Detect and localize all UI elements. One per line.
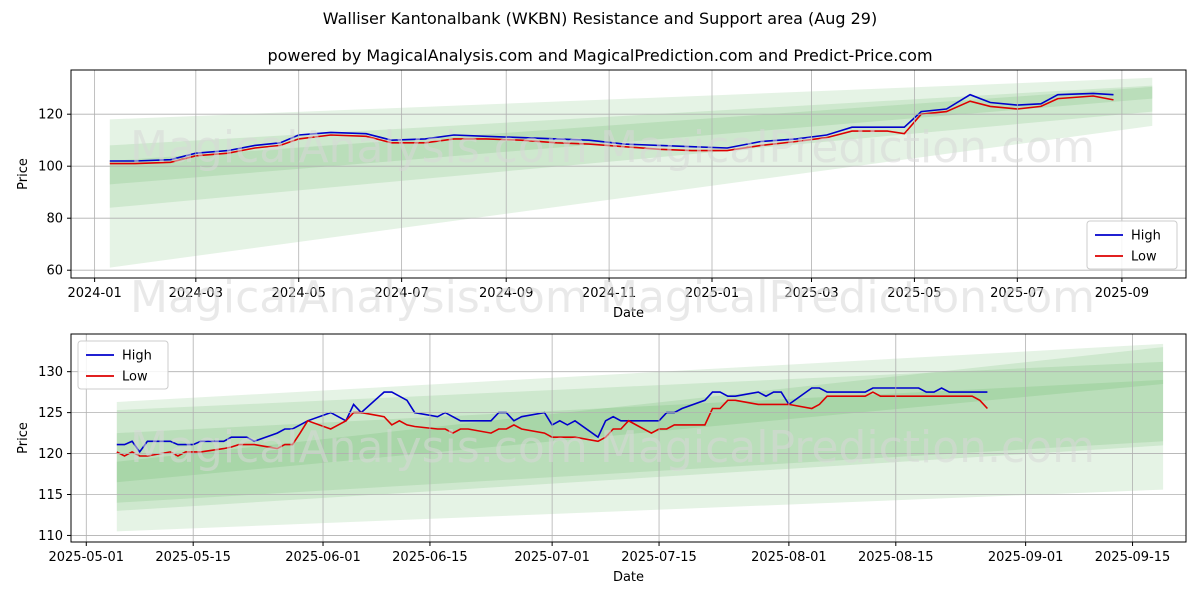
support-resistance-band — [116, 361, 1164, 511]
support-resistance-band — [116, 379, 1164, 483]
legend-label-high: High — [122, 349, 152, 364]
plot-frame — [70, 69, 1187, 279]
legend-box — [1086, 220, 1178, 270]
x-tick-label: 2025-06-15 — [392, 550, 468, 565]
x-tick-label: 2024-11 — [582, 286, 636, 301]
watermark-text: MagicalPrediction.com — [600, 122, 1095, 173]
y-axis-label: Price — [16, 158, 31, 190]
y-tick-label: 125 — [38, 406, 63, 421]
x-axis-label: Date — [613, 306, 644, 321]
chart-panel-2: 2025-05-01 2025-05-15 2025-06-01 2025-06-15… — [16, 333, 1187, 585]
x-tick-label: 2024-09 — [479, 286, 533, 301]
x-tick-label: 2025-07 — [990, 286, 1044, 301]
x-tick-label: 2025-06-01 — [285, 550, 361, 565]
x-tick-label: 2025-08-01 — [751, 550, 827, 565]
chart-title: Walliser Kantonalbank (WKBN) Resistance … — [322, 9, 878, 28]
legend-label-low: Low — [1131, 250, 1157, 265]
legend-label-high: High — [1131, 229, 1161, 244]
x-tick-label: 2025-07-01 — [514, 550, 590, 565]
y-tick-label: 120 — [38, 447, 63, 462]
x-tick-label: 2025-07-15 — [621, 550, 697, 565]
x-tick-label: 2024-01 — [67, 286, 121, 301]
support-resistance-band — [116, 343, 1164, 532]
watermark-text: MagicalAnalysis.com — [130, 422, 588, 473]
support-resistance-band — [109, 77, 1153, 268]
chart-subtitle: powered by MagicalAnalysis.com and Magic… — [267, 46, 933, 65]
watermark-text: MagicalAnalysis.com — [130, 272, 588, 323]
x-tick-label: 2024-07 — [374, 286, 428, 301]
y-axis-label: Price — [16, 422, 31, 454]
legend: High Low — [77, 340, 169, 390]
plot-area — [116, 343, 1164, 532]
x-tick-label: 2024-03 — [169, 286, 223, 301]
x-tick-label: 2025-05-15 — [155, 550, 231, 565]
chart-panel-1: 2024-01 2024-03 2024-05 2024-07 2024-09 2024-… — [16, 69, 1187, 321]
series-line-low — [109, 95, 1114, 165]
legend-label-low: Low — [122, 370, 148, 385]
x-tick-label: 2025-05 — [887, 286, 941, 301]
x-tick-label: 2025-09-15 — [1095, 550, 1171, 565]
watermark-text: MagicalPrediction.com — [600, 272, 1095, 323]
y-tick-label: 110 — [38, 529, 63, 544]
y-tick-label: 115 — [38, 488, 63, 503]
x-tick-label: 2024-05 — [272, 286, 326, 301]
series-line-high — [109, 92, 1114, 162]
watermark-text: MagicalAnalysis.com — [130, 122, 588, 173]
plot-frame — [70, 333, 1187, 543]
y-tick-label: 130 — [38, 365, 63, 380]
y-tick-label: 120 — [38, 108, 63, 123]
x-tick-label: 2025-05-01 — [48, 550, 124, 565]
x-tick-label: 2025-01 — [685, 286, 739, 301]
x-tick-label: 2025-09 — [1095, 286, 1149, 301]
plot-area — [109, 77, 1153, 268]
x-axis-label: Date — [613, 570, 644, 585]
x-tick-label: 2025-03 — [784, 286, 838, 301]
x-tick-label: 2025-09-01 — [988, 550, 1064, 565]
y-tick-label: 80 — [46, 212, 63, 227]
legend-box — [77, 340, 169, 390]
x-tick-label: 2025-08-15 — [858, 550, 934, 565]
support-resistance-band — [116, 347, 1164, 503]
watermark-text: MagicalPrediction.com — [600, 422, 1095, 473]
support-resistance-band — [109, 86, 1153, 185]
y-tick-label: 100 — [38, 160, 63, 175]
legend: High Low — [1086, 220, 1178, 270]
y-tick-label: 60 — [46, 264, 63, 279]
